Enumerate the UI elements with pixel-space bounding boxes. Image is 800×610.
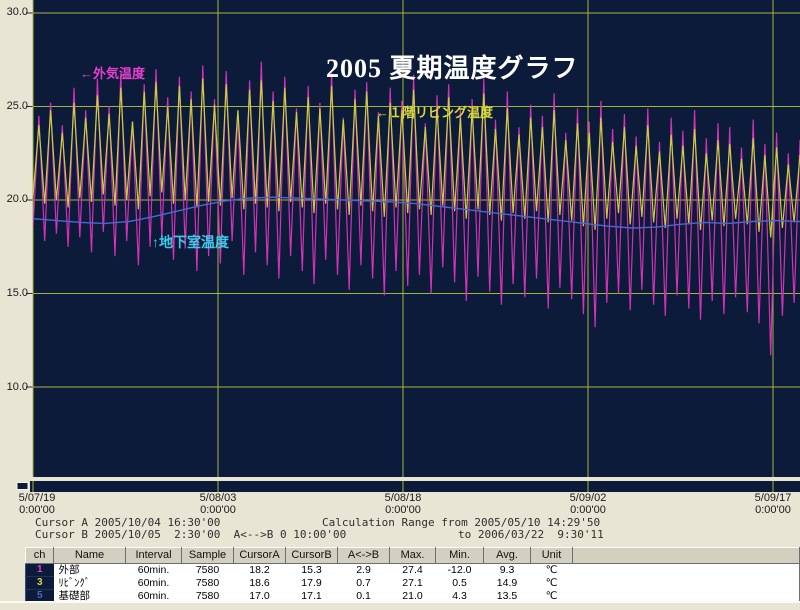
col-min: Min.	[435, 547, 484, 564]
x-tick-date: 5/08/18	[384, 492, 422, 504]
cursor-b-value: 17.9	[285, 576, 338, 590]
channel-name: 基礎部	[53, 589, 126, 603]
cursor-a-value: 18.2	[233, 563, 286, 577]
x-tick-date: 5/08/03	[199, 492, 237, 504]
table-row[interactable]: 1 外部 60min. 7580 18.2 15.3 2.9 27.4 -12.…	[25, 563, 800, 577]
annotation-outdoor-temp: ←外気温度	[80, 66, 146, 81]
x-tick-time: 0:00'00	[385, 504, 421, 516]
sample-value: 7580	[181, 563, 234, 577]
max-value: 27.4	[389, 563, 436, 577]
col-ch: ch	[25, 547, 54, 564]
y-tick-label: 15.0	[6, 287, 28, 299]
filler-cell	[572, 589, 800, 603]
x-tick-time: 0:00'00	[755, 504, 791, 516]
temperature-chart	[16, 0, 800, 492]
scrollbar-track[interactable]	[30, 481, 800, 492]
plot-area[interactable]	[33, 0, 800, 477]
sample-value: 7580	[181, 589, 234, 603]
table-row[interactable]: 5 基礎部 60min. 7580 17.0 17.1 0.1 21.0 4.3…	[25, 589, 800, 603]
x-tick: 5/09/02 0:00'00	[551, 492, 625, 516]
col-filler	[572, 547, 800, 564]
cursor-a-value: 17.0	[233, 589, 286, 603]
x-tick: 5/08/18 0:00'00	[366, 492, 440, 516]
channel-number: 5	[25, 589, 54, 603]
x-tick-time: 0:00'00	[200, 504, 236, 516]
x-tick-date: 5/07/19	[18, 492, 56, 504]
x-tick: 5/08/03 0:00'00	[181, 492, 255, 516]
annotation-living-temp: ←１階リビング温度	[376, 105, 494, 120]
filler-cell	[572, 576, 800, 590]
gridlines	[26, 0, 800, 477]
channel-number: 1	[25, 563, 54, 577]
sample-value: 7580	[181, 576, 234, 590]
bottom-panel-edge	[0, 601, 800, 603]
calc-range-from: Calculation Range from 2005/05/10 14:29'…	[322, 516, 601, 529]
cursor-b-readout: Cursor B 2005/10/05 2:30'00 A<-->B 0 10:…	[35, 528, 347, 541]
x-tick: 5/07/19 0:00'00	[0, 492, 74, 516]
col-interval: Interval	[125, 547, 182, 564]
chart-title: 2005 夏期温度グラフ	[326, 54, 579, 83]
channel-name: ﾘﾋﾞﾝｸﾞ	[53, 576, 126, 590]
min-value: 0.5	[435, 576, 484, 590]
min-value: 4.3	[435, 589, 484, 603]
scrollbar-button[interactable]	[16, 482, 29, 490]
col-unit: Unit	[530, 547, 573, 564]
avg-value: 13.5	[483, 589, 531, 603]
a-b-value: 0.7	[337, 576, 390, 590]
channel-number: 3	[25, 576, 54, 590]
max-value: 27.1	[389, 576, 436, 590]
unit-value: ℃	[530, 563, 573, 577]
x-tick-time: 0:00'00	[570, 504, 606, 516]
unit-value: ℃	[530, 589, 573, 603]
annotation-basement-temp: ↑地下室温度	[152, 234, 229, 250]
col-name: Name	[53, 547, 126, 564]
y-tick-label: 20.0	[6, 193, 28, 205]
unit-value: ℃	[530, 576, 573, 590]
a-b-value: 2.9	[337, 563, 390, 577]
interval-value: 60min.	[125, 563, 182, 577]
table-header-row: ch Name Interval Sample CursorA CursorB …	[25, 547, 800, 564]
avg-value: 14.9	[483, 576, 531, 590]
filler-cell	[572, 563, 800, 577]
min-value: -12.0	[435, 563, 484, 577]
channel-name: 外部	[53, 563, 126, 577]
a-b-value: 0.1	[337, 589, 390, 603]
col-cursor-a: CursorA	[233, 547, 286, 564]
x-tick-time: 0:00'00	[19, 504, 55, 516]
channel-table: ch Name Interval Sample CursorA CursorB …	[25, 547, 800, 603]
col-sample: Sample	[181, 547, 234, 564]
y-tick-label: 25.0	[6, 100, 28, 112]
calc-range-to: to 2006/03/22 9:30'11	[458, 528, 604, 541]
cursor-b-value: 15.3	[285, 563, 338, 577]
cursor-a-readout: Cursor A 2005/10/04 16:30'00	[35, 516, 221, 529]
interval-value: 60min.	[125, 589, 182, 603]
avg-value: 9.3	[483, 563, 531, 577]
y-tick-label: 30.0	[6, 6, 28, 18]
col-cursor-b: CursorB	[285, 547, 338, 564]
max-value: 21.0	[389, 589, 436, 603]
y-tick-label: 10.0	[6, 381, 28, 393]
series-lines	[33, 61, 800, 356]
x-tick: 5/09/17 0:00'00	[736, 492, 800, 516]
col-max: Max.	[389, 547, 436, 564]
cursor-a-value: 18.6	[233, 576, 286, 590]
x-tick-date: 5/09/02	[569, 492, 607, 504]
series-line-2	[33, 196, 800, 229]
scrollbar-ticks	[32, 481, 774, 492]
interval-value: 60min.	[125, 576, 182, 590]
cursor-b-value: 17.1	[285, 589, 338, 603]
x-tick-date: 5/09/17	[754, 492, 792, 504]
col-avg: Avg.	[483, 547, 531, 564]
series-line-1	[33, 78, 800, 238]
col-a-b: A<->B	[337, 547, 390, 564]
table-row[interactable]: 3 ﾘﾋﾞﾝｸﾞ 60min. 7580 18.6 17.9 0.7 27.1 …	[25, 576, 800, 590]
